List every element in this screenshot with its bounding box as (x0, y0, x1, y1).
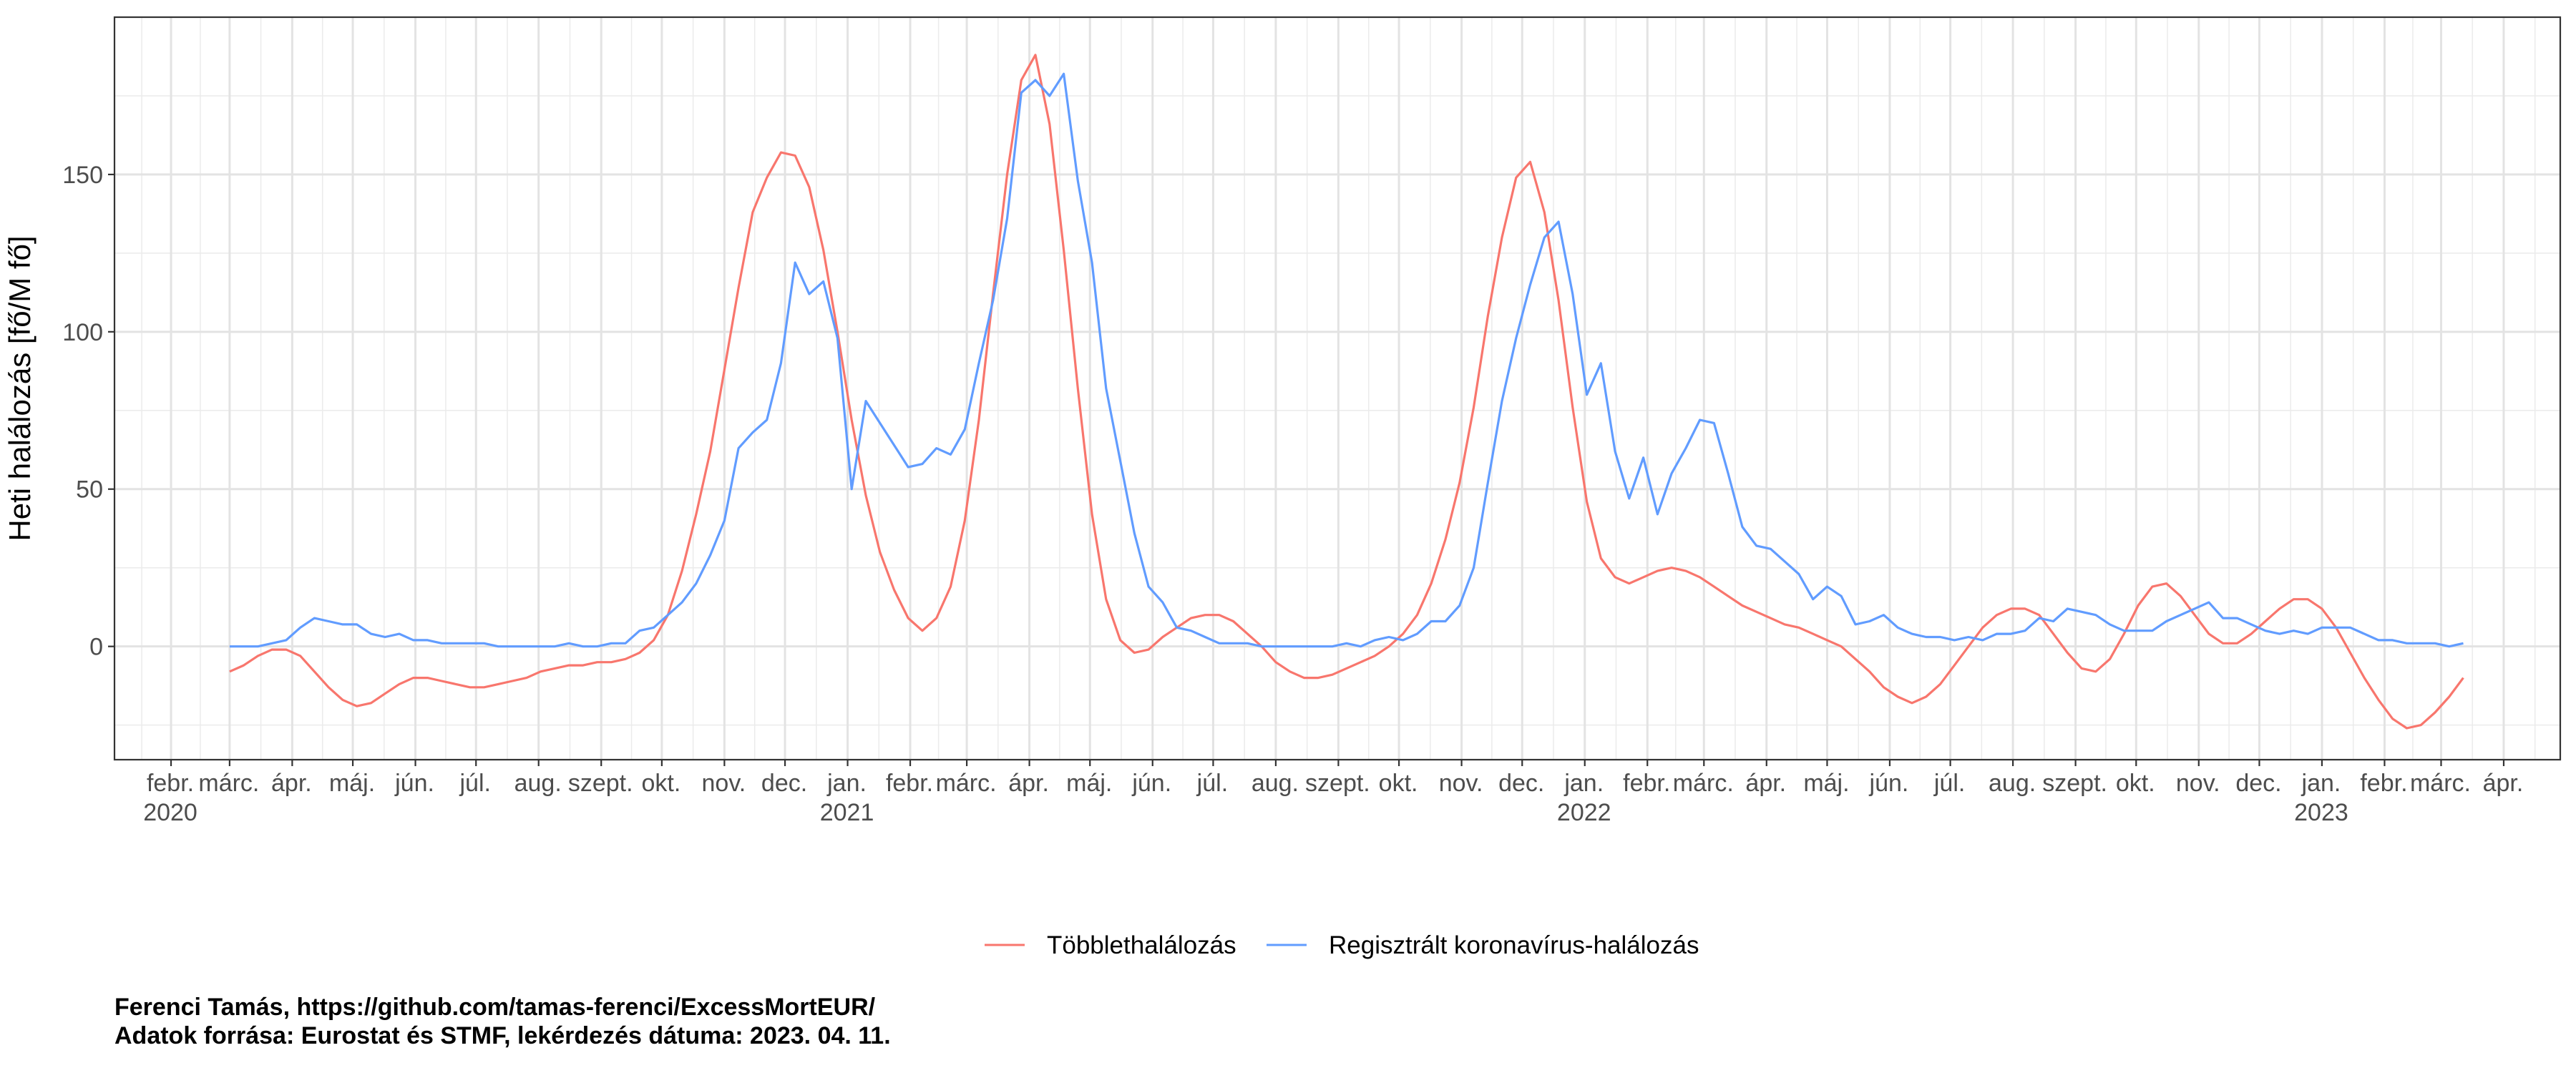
x-tick-year-label: 2021 (820, 799, 874, 826)
x-tick-label: júl. (459, 770, 490, 797)
x-tick-label: nov. (702, 770, 746, 797)
x-tick-label: jún. (394, 770, 434, 797)
x-tick-label: aug. (1989, 770, 2036, 797)
x-tick-label: szept. (2042, 770, 2107, 797)
x-tick-label: ápr. (271, 770, 312, 797)
x-tick-label: máj. (1066, 770, 1112, 797)
legend: Többlethalálozás Regisztrált koronavírus… (985, 931, 1699, 959)
x-tick-label: szept. (1305, 770, 1370, 797)
x-tick-label: febr. (886, 770, 933, 797)
x-tick-label: dec. (2235, 770, 2281, 797)
x-tick-label: jan. (2301, 770, 2341, 797)
x-tick-label: febr. (147, 770, 194, 797)
y-tick-label: 0 (89, 634, 103, 661)
x-tick-label: ápr. (2483, 770, 2524, 797)
x-tick-year-label: 2022 (1557, 799, 1611, 826)
minor-gridlines (114, 17, 2560, 760)
x-tick-label: dec. (1498, 770, 1544, 797)
x-tick-label: aug. (1252, 770, 1299, 797)
x-tick-label: aug. (514, 770, 562, 797)
series-lines (229, 54, 2464, 730)
major-gridlines (114, 17, 2560, 760)
x-tick-label: máj. (329, 770, 375, 797)
x-tick-label: márc. (1673, 770, 1734, 797)
x-tick-label: máj. (1803, 770, 1849, 797)
y-tick-label: 100 (62, 319, 103, 346)
x-tick-year-label: 2020 (143, 799, 197, 826)
x-tick-label: jan. (1563, 770, 1604, 797)
x-tick-label: dec. (761, 770, 807, 797)
x-tick-label: okt. (1379, 770, 1418, 797)
x-tick-label: júl. (1933, 770, 1965, 797)
x-tick-label: febr. (2360, 770, 2407, 797)
y-axis-title: Heti halálozás [fő/M fő] (3, 235, 36, 541)
x-tick-year-label: 2023 (2294, 799, 2348, 826)
x-tick-label: nov. (2176, 770, 2220, 797)
x-tick-label: ápr. (1008, 770, 1049, 797)
y-tick-label: 150 (62, 162, 103, 189)
x-tick-label: ápr. (1745, 770, 1786, 797)
x-tick-label: márc. (2410, 770, 2471, 797)
plot-panel-border (113, 16, 2562, 761)
x-tick-label: jan. (826, 770, 867, 797)
caption-author: Ferenci Tamás, https://github.com/tamas-… (114, 994, 876, 1021)
x-tick-label: nov. (1439, 770, 1483, 797)
legend-label-tobblethalalozas: Többlethalálozás (1047, 931, 1236, 959)
legend-label-koronavirus: Regisztrált koronavírus-halálozás (1329, 931, 1699, 959)
x-tick-label: okt. (641, 770, 680, 797)
x-tick-label: febr. (1623, 770, 1670, 797)
x-tick-label: márc. (936, 770, 997, 797)
x-tick-label: szept. (568, 770, 633, 797)
x-tick-label: júl. (1196, 770, 1228, 797)
caption-source: Adatok forrása: Eurostat és STMF, lekérd… (114, 1022, 891, 1049)
y-tick-label: 50 (76, 476, 103, 504)
x-tick-label: jún. (1869, 770, 1909, 797)
x-tick-label: márc. (198, 770, 259, 797)
series-line-tobblethalalozas (229, 54, 2464, 730)
x-tick-label: okt. (2116, 770, 2155, 797)
y-axis: 0 50 100 150 (62, 162, 114, 661)
x-tick-label: jún. (1131, 770, 1171, 797)
series-line-koronavirus (229, 72, 2464, 648)
